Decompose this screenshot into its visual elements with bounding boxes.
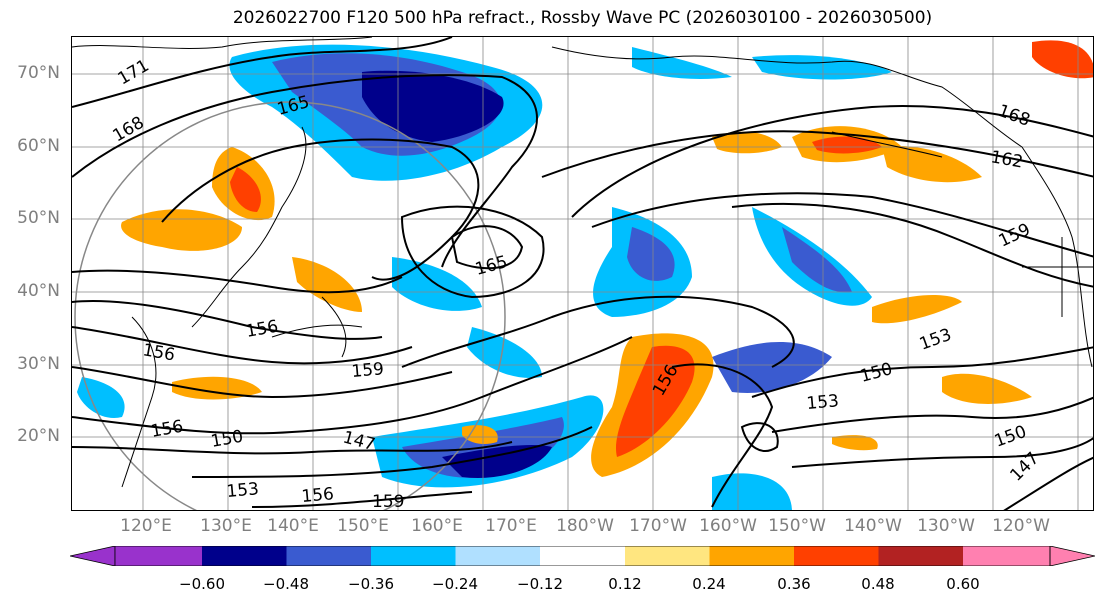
negative-anomaly-blob [712, 342, 832, 393]
lon-label-180w: 180°W [556, 516, 614, 536]
colorbar-tick: −0.12 [517, 575, 563, 593]
positive-anomaly-blob [872, 295, 962, 324]
lat-label-40n: 40°N [17, 281, 60, 301]
contour-label: 159 [372, 492, 404, 511]
positive-anomaly-blob [462, 425, 498, 445]
colorbar-segment [878, 546, 963, 566]
colorbar-low-extend [70, 546, 116, 566]
contour-label: 159 [996, 220, 1034, 252]
negative-anomaly-blob [627, 227, 675, 281]
contour-label: 153 [226, 479, 260, 502]
colorbar-tick: −0.60 [179, 575, 225, 593]
colorbar-tick: −0.36 [348, 575, 394, 593]
colorbar-high-extend [1049, 546, 1095, 566]
lat-label-50n: 50°N [17, 208, 60, 228]
lon-label-130w: 130°W [917, 516, 975, 536]
lon-label-140e: 140°E [267, 516, 319, 536]
colorbar-segment [540, 546, 625, 566]
colorbar-tick: 0.12 [608, 575, 642, 593]
lon-label-170w: 170°W [629, 516, 687, 536]
negative-anomaly-blob [442, 445, 552, 478]
lon-label-130e: 130°E [200, 516, 252, 536]
contour-label: 162 [989, 147, 1024, 172]
lat-label-30n: 30°N [17, 354, 60, 374]
map-plot: 171 168 165 165 168 162 159 156 156 159 … [72, 37, 1093, 511]
colorbar-segment [286, 546, 371, 566]
colorbar-segment [455, 546, 540, 566]
contour-label: 156 [141, 340, 176, 365]
positive-anomaly-blob [172, 376, 262, 400]
contour-label: 159 [351, 359, 385, 382]
region-circle [74, 101, 506, 510]
colorbar-tick: 0.60 [946, 575, 980, 593]
lon-label-140w: 140°W [844, 516, 902, 536]
height-contours [72, 37, 1093, 510]
negative-anomaly-blob [752, 55, 892, 80]
lat-label-70n: 70°N [17, 63, 60, 83]
negative-anomaly-blob [782, 227, 852, 293]
lat-label-20n: 20°N [17, 426, 60, 446]
contour-label: 153 [917, 325, 954, 355]
colorbar-segment [794, 546, 879, 566]
colorbar-segment [371, 546, 456, 566]
positive-anomaly-blob [292, 257, 362, 312]
negative-anomaly-blob [362, 70, 504, 142]
colorbar [70, 546, 1095, 566]
map-title: 2026022700 F120 500 hPa refract., Rossby… [232, 8, 933, 28]
negative-anomaly-blob [632, 47, 732, 79]
contour-label: 150 [992, 422, 1029, 452]
positive-anomaly-blob [230, 167, 261, 212]
lat-label-60n: 60°N [17, 136, 60, 156]
colorbar-tick: 0.24 [692, 575, 726, 593]
positive-anomaly-blob [882, 146, 982, 183]
map-panel: 171 168 165 165 168 162 159 156 156 159 … [71, 36, 1094, 511]
colorbar-segment [115, 546, 202, 566]
positive-anomaly-blob [616, 345, 695, 457]
positive-anomaly-blob [832, 435, 878, 451]
contour-label: 156 [149, 417, 184, 442]
positive-anomaly-blob [1032, 40, 1093, 79]
contour-label: 150 [209, 427, 244, 452]
colorbar-tick: 0.36 [777, 575, 811, 593]
colorbar-segment [625, 546, 710, 566]
contour-label: 153 [806, 391, 840, 414]
positive-anomaly-blob [121, 209, 242, 251]
positive-anomaly-blob [712, 131, 782, 154]
colorbar-tick: −0.48 [263, 575, 309, 593]
positive-anomaly-blob [812, 136, 882, 154]
lon-label-160w: 160°W [699, 516, 757, 536]
lon-label-120w: 120°W [992, 516, 1050, 536]
colorbar-segment [709, 546, 794, 566]
contour-label: 171 [115, 56, 153, 90]
positive-anomaly-blob [942, 373, 1032, 404]
colorbar-segment [202, 546, 287, 566]
lon-label-160e: 160°E [411, 516, 463, 536]
contour-label: 150 [858, 359, 895, 387]
contour-label: 156 [244, 317, 279, 342]
colorbar-segment [963, 546, 1050, 566]
contour-label: 156 [301, 484, 335, 507]
contour-label: 165 [473, 252, 510, 280]
graticule [72, 37, 1093, 510]
contour-label: 168 [995, 101, 1032, 131]
lon-label-150e: 150°E [337, 516, 389, 536]
colorbar-tick: −0.24 [432, 575, 478, 593]
lon-label-170e: 170°E [485, 516, 537, 536]
negative-anomaly-blob [77, 377, 125, 418]
lon-label-120e: 120°E [120, 516, 172, 536]
colorbar-tick: 0.48 [861, 575, 895, 593]
negative-anomaly-blob [712, 473, 792, 510]
lon-label-150w: 150°W [768, 516, 826, 536]
